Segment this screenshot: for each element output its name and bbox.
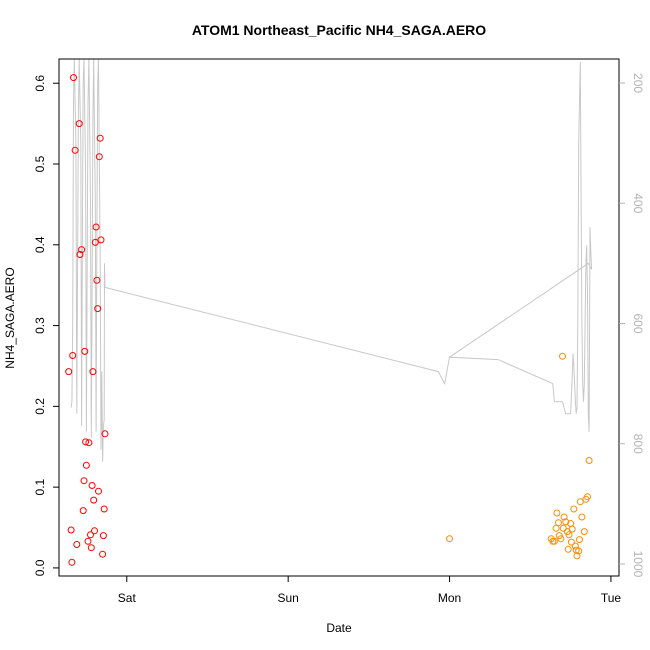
data-point: [570, 505, 578, 513]
data-point: [90, 496, 98, 504]
right-axis: 200 400 600 800 1000: [619, 73, 645, 578]
data-point: [585, 457, 593, 464]
data-point: [73, 541, 81, 548]
y-tick-label: 0.0: [33, 559, 47, 576]
altitude-line-layer: [70, 59, 593, 462]
data-point: [82, 461, 90, 469]
chart-title: ATOM1 Northeast_Pacific NH4_SAGA.AERO: [192, 22, 486, 38]
data-point: [584, 493, 591, 501]
data-point: [93, 276, 101, 284]
data-point: [78, 246, 86, 254]
x-tick-label: Sun: [277, 591, 298, 605]
y-axis: 0.0 0.1 0.2 0.3 0.4 0.5 0.6: [33, 75, 59, 576]
data-point: [550, 537, 558, 545]
right-tick-label: 1000: [631, 551, 645, 578]
data-point: [557, 535, 565, 543]
x-tick-label: Mon: [438, 591, 461, 605]
data-point: [80, 477, 88, 485]
x-axis: Sat Sun Mon Tue: [118, 575, 622, 605]
data-point: [559, 524, 567, 532]
data-point: [89, 368, 97, 376]
data-point: [560, 513, 568, 521]
y-tick-label: 0.3: [33, 317, 47, 334]
data-point: [95, 153, 103, 161]
data-points-layer: [65, 74, 593, 566]
data-point: [553, 509, 561, 517]
right-tick-label: 600: [631, 313, 645, 333]
data-point: [100, 505, 108, 513]
data-point: [71, 146, 79, 154]
data-point: [82, 438, 90, 446]
data-point: [81, 347, 89, 355]
data-point: [571, 542, 579, 550]
altitude-line: [70, 59, 593, 462]
data-point: [576, 536, 583, 544]
x-tick-label: Sat: [118, 591, 137, 605]
data-point: [91, 238, 99, 246]
data-point: [578, 513, 586, 521]
data-point: [85, 439, 93, 447]
right-tick-label: 200: [631, 73, 645, 93]
right-tick-label: 400: [631, 193, 645, 213]
data-point: [99, 550, 107, 558]
data-point: [559, 352, 566, 360]
data-point: [552, 524, 560, 532]
y-tick-label: 0.6: [33, 75, 47, 92]
data-point: [91, 527, 98, 535]
data-point: [92, 223, 100, 231]
data-point: [68, 558, 76, 566]
data-point: [75, 120, 83, 128]
data-point: [67, 526, 75, 534]
data-point: [76, 251, 84, 258]
data-point: [562, 518, 570, 526]
y-tick-label: 0.2: [33, 398, 47, 415]
data-point: [101, 430, 109, 438]
data-point: [565, 531, 573, 539]
data-point: [94, 305, 102, 313]
plot-frame: [58, 58, 620, 577]
data-point: [88, 482, 96, 489]
data-point: [568, 525, 576, 533]
x-tick-label: Tue: [601, 591, 622, 605]
data-point: [69, 352, 77, 359]
data-point: [87, 531, 94, 539]
data-point: [564, 545, 572, 553]
data-point: [580, 528, 588, 536]
y-tick-label: 0.1: [33, 478, 47, 495]
data-point: [567, 538, 575, 546]
data-point: [87, 544, 95, 552]
x-axis-label: Date: [326, 621, 352, 635]
data-point: [576, 498, 584, 506]
right-tick-label: 800: [631, 434, 645, 454]
data-point: [573, 552, 581, 560]
data-point: [65, 368, 73, 376]
data-point: [79, 507, 87, 515]
data-point: [97, 236, 105, 244]
data-point: [70, 74, 77, 82]
y-axis-label: NH4_SAGA.AERO: [3, 267, 17, 368]
data-point: [84, 537, 92, 545]
y-tick-label: 0.5: [33, 155, 47, 172]
data-point: [95, 487, 102, 495]
data-point: [555, 519, 562, 527]
data-point: [446, 535, 453, 543]
data-point: [99, 532, 107, 540]
data-point: [96, 134, 104, 142]
data-point: [575, 547, 583, 555]
y-tick-label: 0.4: [33, 236, 47, 253]
